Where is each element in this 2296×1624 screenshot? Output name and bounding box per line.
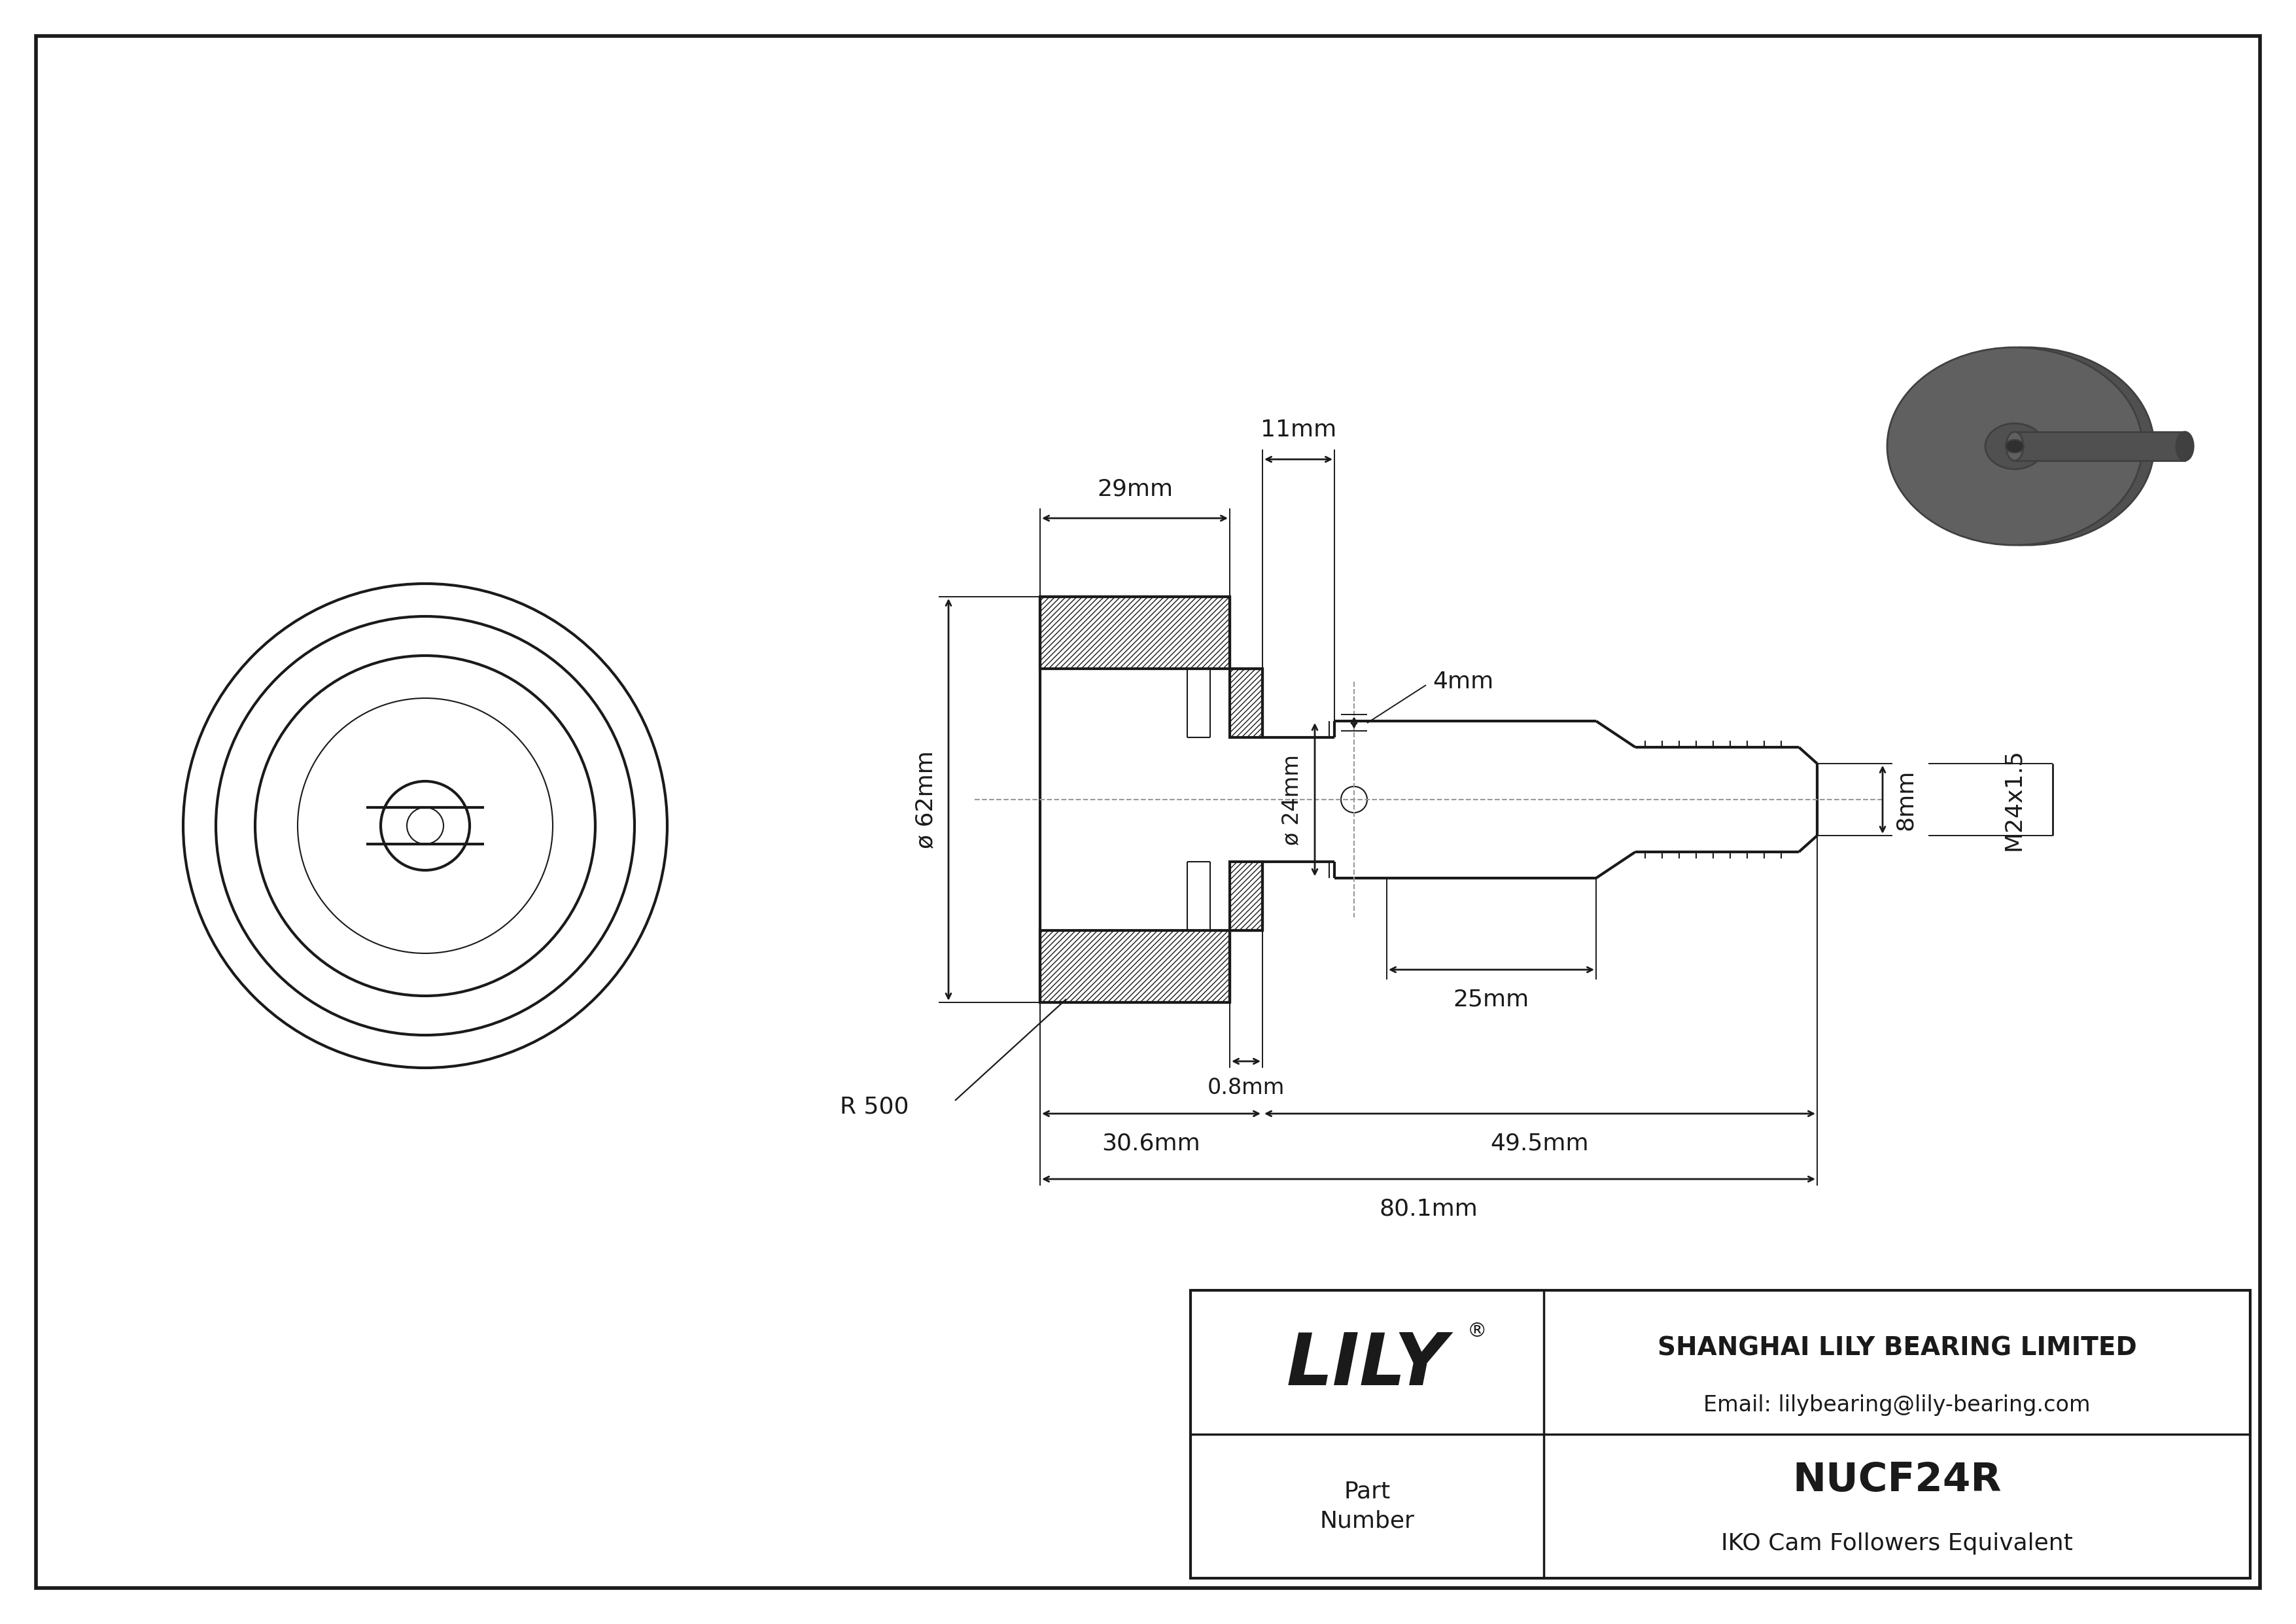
Text: 30.6mm: 30.6mm [1102, 1132, 1201, 1155]
Text: ø 24mm: ø 24mm [1281, 754, 1302, 844]
Ellipse shape [2177, 432, 2193, 461]
Ellipse shape [2007, 440, 2023, 453]
Text: 80.1mm: 80.1mm [1380, 1197, 1479, 1220]
Text: 8mm: 8mm [1894, 770, 1917, 830]
Polygon shape [1040, 596, 1231, 669]
Text: 4mm: 4mm [1433, 671, 1492, 693]
Text: SHANGHAI LILY BEARING LIMITED: SHANGHAI LILY BEARING LIMITED [1658, 1335, 2138, 1361]
Polygon shape [1040, 931, 1231, 1002]
Text: Part
Number: Part Number [1320, 1481, 1414, 1531]
Polygon shape [1231, 669, 1263, 737]
Ellipse shape [1986, 424, 2043, 469]
Text: ®: ® [1467, 1322, 1488, 1341]
Text: 29mm: 29mm [1097, 477, 1173, 500]
Text: LILY: LILY [1286, 1330, 1449, 1400]
Text: 0.8mm: 0.8mm [1208, 1077, 1286, 1098]
Text: NUCF24R: NUCF24R [1793, 1462, 2002, 1499]
Ellipse shape [2007, 432, 2023, 461]
Bar [2014, 432, 2186, 461]
Text: R 500: R 500 [840, 1096, 909, 1119]
Bar [1192, 1291, 2250, 1579]
Text: 11mm: 11mm [1261, 419, 1336, 442]
Text: 49.5mm: 49.5mm [1490, 1132, 1589, 1155]
Polygon shape [1231, 862, 1263, 931]
Text: ø 62mm: ø 62mm [914, 750, 937, 849]
Text: 25mm: 25mm [1453, 987, 1529, 1010]
Text: Email: lilybearing@lily-bearing.com: Email: lilybearing@lily-bearing.com [1704, 1395, 2089, 1416]
Ellipse shape [1887, 348, 2142, 546]
Text: M24x1.5: M24x1.5 [2002, 749, 2025, 851]
Text: IKO Cam Followers Equivalent: IKO Cam Followers Equivalent [1722, 1533, 2073, 1554]
Ellipse shape [1899, 348, 2154, 546]
